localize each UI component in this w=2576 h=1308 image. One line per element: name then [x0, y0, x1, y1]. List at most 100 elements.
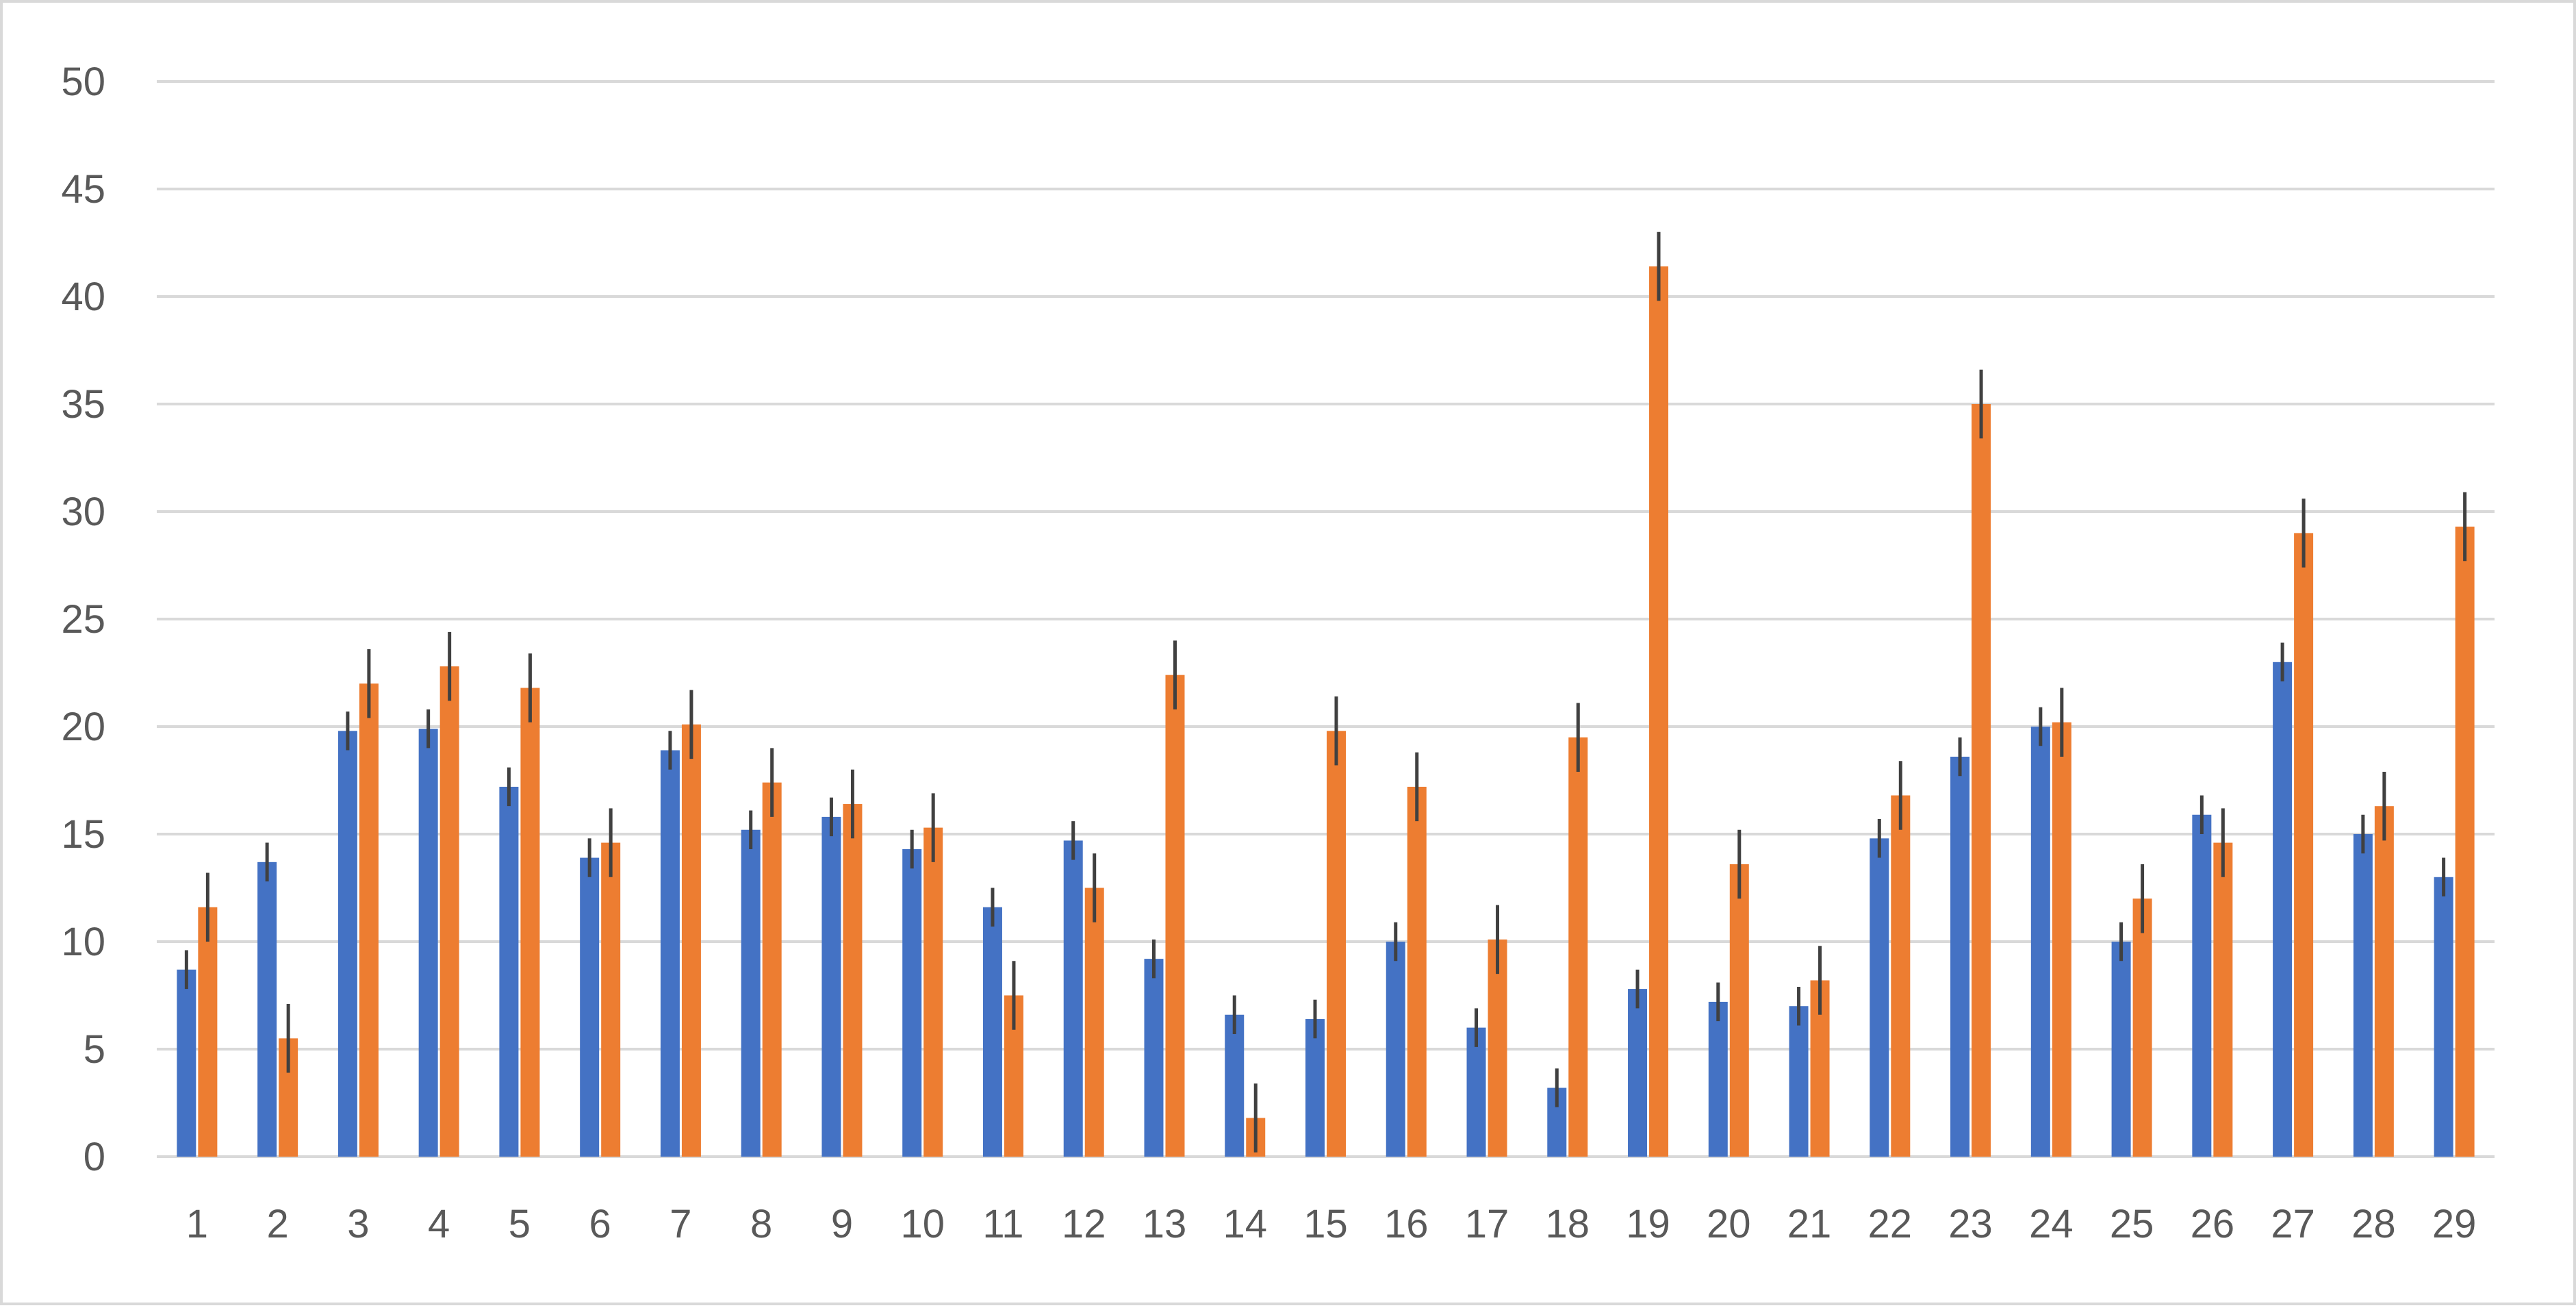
x-tick-label: 28	[2351, 1202, 2396, 1246]
bar-series-1-24	[2030, 727, 2050, 1157]
bar-series-1-12	[1063, 840, 1083, 1157]
x-tick-label: 15	[1303, 1202, 1348, 1246]
bar-series-1-20	[1708, 1001, 1728, 1157]
bar-series-1-22	[1870, 838, 1889, 1157]
bar-series-2-9	[843, 804, 863, 1157]
y-tick-label: 10	[61, 920, 105, 964]
x-tick-label: 27	[2271, 1202, 2315, 1246]
x-tick-label: 19	[1626, 1202, 1670, 1246]
y-tick-label: 30	[61, 490, 105, 534]
x-tick-label: 6	[589, 1202, 611, 1246]
x-tick-label: 24	[2029, 1202, 2074, 1246]
bar-series-1-15	[1305, 1019, 1325, 1157]
y-tick-label: 20	[61, 705, 105, 749]
y-tick-label: 25	[61, 597, 105, 642]
y-tick-label: 15	[61, 812, 105, 857]
bar-series-2-22	[1891, 795, 1911, 1157]
x-tick-label: 2	[267, 1202, 289, 1246]
bar-series-2-8	[762, 782, 782, 1157]
x-tick-label: 17	[1465, 1202, 1509, 1246]
bar-series-2-13	[1165, 675, 1185, 1157]
bar-series-1-1	[177, 969, 196, 1157]
x-tick-label: 23	[1948, 1202, 1993, 1246]
bar-series-1-3	[337, 731, 357, 1157]
bar-series-1-17	[1466, 1027, 1486, 1157]
bar-series-1-21	[1789, 1006, 1809, 1157]
x-tick-label: 11	[982, 1202, 1023, 1246]
bar-series-2-19	[1649, 266, 1669, 1157]
y-tick-label: 40	[61, 275, 105, 319]
bar-series-2-10	[923, 827, 943, 1157]
y-tick-label: 50	[61, 60, 105, 104]
y-tick-label: 45	[61, 167, 105, 212]
bar-series-2-1	[198, 907, 218, 1157]
bar-series-1-13	[1144, 959, 1164, 1157]
x-tick-label: 29	[2432, 1202, 2477, 1246]
bar-series-1-11	[982, 907, 1002, 1157]
bar-series-2-24	[2052, 722, 2071, 1157]
bar-series-1-5	[499, 786, 519, 1157]
bar-series-2-23	[1972, 404, 1991, 1157]
bar-series-2-15	[1327, 731, 1346, 1157]
bar-series-1-10	[902, 848, 922, 1157]
x-tick-label: 10	[900, 1202, 945, 1246]
y-tick-label: 0	[84, 1135, 105, 1179]
y-axis-ticks: 0 5 10 15 20 25 30 35 40 45 50	[61, 60, 105, 1179]
bar-series-2-29	[2455, 526, 2475, 1157]
bar-series-1-23	[1950, 756, 1970, 1157]
bar-series-1-2	[257, 861, 277, 1157]
bar-series-1-19	[1628, 989, 1648, 1157]
bar-series-1-8	[741, 829, 761, 1157]
bar-series-2-7	[681, 724, 701, 1157]
x-tick-label: 16	[1384, 1202, 1429, 1246]
bar-series-2-20	[1729, 864, 1749, 1157]
x-tick-label: 22	[1868, 1202, 1913, 1246]
x-tick-label: 3	[347, 1202, 369, 1246]
x-tick-label: 4	[428, 1202, 450, 1246]
bar-series-1-14	[1225, 1014, 1245, 1157]
bar-series-1-25	[2111, 942, 2131, 1157]
x-tick-label: 13	[1143, 1202, 1187, 1246]
bar-series-2-28	[2374, 806, 2394, 1157]
bar-series-2-25	[2132, 898, 2152, 1157]
bar-series-1-29	[2434, 877, 2453, 1157]
bars	[177, 266, 2475, 1157]
bar-series-1-27	[2273, 662, 2293, 1157]
bar-series-1-4	[418, 729, 438, 1157]
bar-series-2-18	[1568, 737, 1588, 1157]
y-tick-label: 5	[84, 1027, 105, 1072]
bar-series-2-17	[1488, 939, 1507, 1157]
x-tick-label: 9	[831, 1202, 853, 1246]
bar-series-1-7	[660, 750, 680, 1157]
x-tick-label: 5	[509, 1202, 531, 1246]
bar-series-2-12	[1084, 888, 1104, 1157]
gridlines	[157, 80, 2495, 1158]
bar-series-2-26	[2213, 842, 2233, 1157]
y-tick-label: 35	[61, 382, 105, 427]
x-tick-label: 14	[1223, 1202, 1267, 1246]
bar-series-2-6	[601, 842, 621, 1157]
x-tick-label: 26	[2191, 1202, 2235, 1246]
bar-series-2-4	[439, 666, 459, 1157]
bar-series-1-9	[821, 816, 841, 1157]
x-tick-label: 18	[1546, 1202, 1590, 1246]
bar-series-2-27	[2294, 533, 2314, 1157]
x-tick-label: 7	[669, 1202, 691, 1246]
bar-series-1-26	[2192, 814, 2212, 1157]
x-tick-label: 12	[1062, 1202, 1106, 1246]
x-axis-ticks: 1 2 3 4 5 6 7 8 9 10 11 12 13 14 15 16 17 18 19 20 21 22 23 24 2…	[186, 1202, 2477, 1246]
x-tick-label: 21	[1787, 1202, 1832, 1246]
x-tick-label: 20	[1707, 1202, 1751, 1246]
bar-series-2-3	[359, 683, 379, 1157]
x-tick-label: 1	[186, 1202, 208, 1246]
bar-series-2-5	[520, 688, 540, 1157]
bar-series-1-16	[1386, 942, 1405, 1157]
error-bars	[184, 231, 2467, 1153]
bar-series-1-28	[2353, 834, 2373, 1157]
x-tick-label: 25	[2110, 1202, 2154, 1246]
bar-series-1-6	[580, 857, 600, 1157]
bar-series-2-16	[1407, 786, 1427, 1157]
x-tick-label: 8	[750, 1202, 772, 1246]
